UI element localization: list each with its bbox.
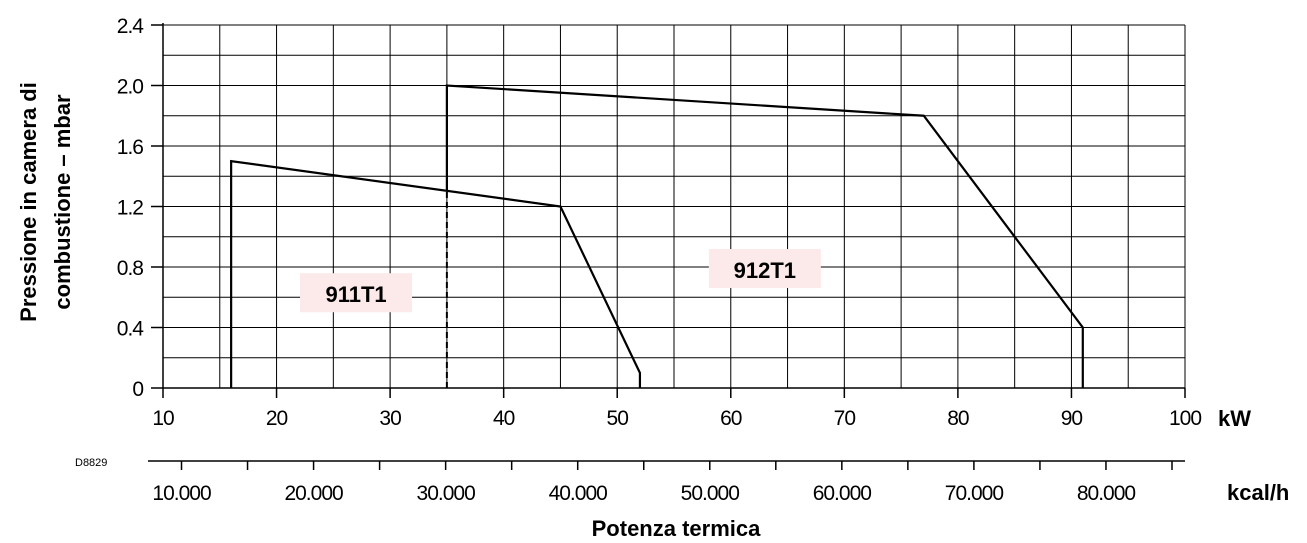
series-line-911t1 — [230, 159, 642, 388]
x-tick-label: 20 — [266, 407, 288, 430]
drawing-code: D8829 — [75, 457, 107, 469]
kcal-tick-label: 50.000 — [681, 482, 740, 505]
kcal-tick-label: 10.000 — [152, 482, 211, 505]
grid — [163, 24, 1186, 388]
kcal-tick-label: 80.000 — [1077, 482, 1136, 505]
series-labels: 911T1 912T1 — [300, 249, 821, 313]
x-tick-label: 10 — [152, 407, 174, 430]
x-axis-title: Potenza termica — [592, 516, 761, 541]
y-tick-label: 0 — [132, 378, 143, 401]
axes — [148, 23, 1186, 470]
kcal-tick-label: 60.000 — [813, 482, 872, 505]
x-tick-label: 40 — [493, 407, 515, 430]
y-tick-label: 2.4 — [117, 15, 145, 38]
series-line-912t1 — [445, 84, 1084, 388]
x-tick-label: 100 — [1169, 407, 1201, 430]
x-tick-label: 90 — [1061, 407, 1083, 430]
y-axis-title-line1: Pressione in camera di — [16, 82, 41, 322]
x-tick-label: 70 — [834, 407, 856, 430]
x-unit-primary: kW — [1218, 406, 1251, 431]
x-unit-secondary: kcal/h — [1227, 480, 1289, 505]
tick-labels: 0 0.4 0.8 1.2 1.6 2.0 2.4 10 20 30 40 50 60 70 80 90 100… — [117, 15, 1203, 505]
x-tick-label: 30 — [379, 407, 401, 430]
y-tick-label: 1.6 — [117, 136, 144, 159]
y-axis-title-line2: combustione – mbar — [50, 94, 75, 310]
kcal-tick-label: 20.000 — [284, 482, 343, 505]
series-label-911t1: 911T1 — [325, 282, 386, 307]
y-tick-label: 0.8 — [117, 257, 144, 280]
y-tick-label: 1.2 — [117, 197, 144, 220]
series-label-912t1: 912T1 — [734, 258, 796, 283]
x-tick-label: 80 — [947, 407, 969, 430]
y-tick-label: 2.0 — [117, 76, 144, 99]
x-tick-label: 50 — [607, 407, 629, 430]
series-label-box — [300, 273, 413, 313]
kcal-tick-label: 30.000 — [417, 482, 476, 505]
kcal-tick-label: 40.000 — [549, 482, 608, 505]
x-tick-label: 60 — [720, 407, 742, 430]
series-lines — [230, 84, 1084, 388]
series-label-box — [708, 249, 821, 289]
kcal-tick-label: 70.000 — [945, 482, 1004, 505]
y-tick-label: 0.4 — [117, 318, 145, 341]
